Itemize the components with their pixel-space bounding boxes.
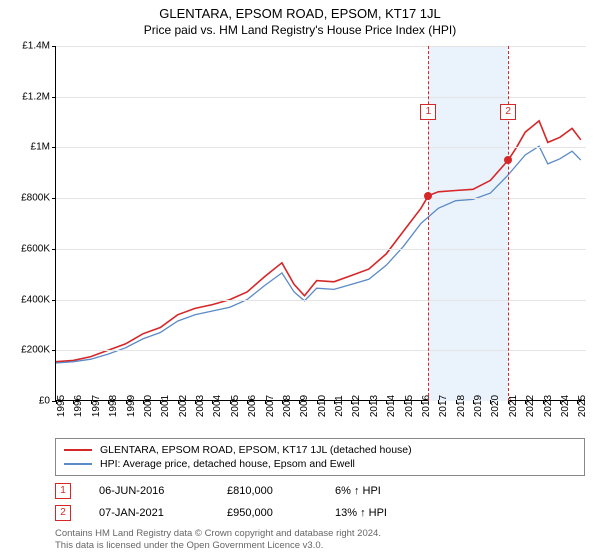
ylabel: £1.4M	[22, 41, 50, 52]
legend-swatch	[64, 463, 92, 465]
sale-marker-box: 1	[420, 104, 436, 120]
series-line	[56, 146, 581, 363]
sale-row: 2 07-JAN-2021 £950,000 13% ↑ HPI	[55, 502, 585, 524]
xlabel: 2010	[317, 395, 328, 417]
xlabel: 2020	[490, 395, 501, 417]
xlabel: 2017	[438, 395, 449, 417]
ylabel: £1.2M	[22, 91, 50, 102]
ytick	[52, 198, 56, 199]
series-line	[56, 121, 581, 362]
ylabel: £200K	[21, 345, 50, 356]
legend-item: GLENTARA, EPSOM ROAD, EPSOM, KT17 1JL (d…	[64, 443, 576, 457]
xlabel: 2005	[230, 395, 241, 417]
sale-price: £810,000	[227, 485, 307, 497]
ylabel: £600K	[21, 243, 50, 254]
xlabel: 2022	[525, 395, 536, 417]
sales-table: 1 06-JUN-2016 £810,000 6% ↑ HPI 2 07-JAN-2021…	[55, 480, 585, 524]
xlabel: 2015	[404, 395, 415, 417]
sale-pct: 6% ↑ HPI	[335, 485, 425, 497]
title-block: GLENTARA, EPSOM ROAD, EPSOM, KT17 1JL Pr…	[0, 0, 600, 37]
gridline-h	[56, 350, 586, 351]
sale-price: £950,000	[227, 507, 307, 519]
xlabel: 2007	[265, 395, 276, 417]
gridline-h	[56, 147, 586, 148]
xlabel: 1999	[126, 395, 137, 417]
xlabel: 2011	[334, 395, 345, 417]
sale-pct: 13% ↑ HPI	[335, 507, 425, 519]
xlabel: 2014	[386, 395, 397, 417]
xlabel: 2019	[473, 395, 484, 417]
sale-row-marker: 2	[55, 505, 71, 521]
gridline-h	[56, 249, 586, 250]
xlabel: 2000	[143, 395, 154, 417]
chart-subtitle: Price paid vs. HM Land Registry's House …	[0, 23, 600, 37]
xlabel: 2025	[577, 395, 588, 417]
xlabel: 2013	[369, 395, 380, 417]
xlabel: 1996	[73, 395, 84, 417]
attribution: Contains HM Land Registry data © Crown c…	[55, 528, 585, 553]
xlabel: 2009	[299, 395, 310, 417]
sale-date: 06-JUN-2016	[99, 485, 199, 497]
sale-dot	[424, 192, 432, 200]
ylabel: £400K	[21, 294, 50, 305]
legend-item: HPI: Average price, detached house, Epso…	[64, 457, 576, 471]
sale-vline	[428, 46, 429, 401]
ylabel: £800K	[21, 193, 50, 204]
ylabel: £0	[39, 396, 50, 407]
gridline-h	[56, 198, 586, 199]
xlabel: 1995	[56, 395, 67, 417]
ytick	[52, 147, 56, 148]
xlabel: 2021	[508, 395, 519, 417]
xlabel: 2004	[212, 395, 223, 417]
plot-region: £0£200K£400K£600K£800K£1M£1.2M£1.4M19951…	[55, 46, 585, 401]
ytick	[52, 249, 56, 250]
xlabel: 1997	[91, 395, 102, 417]
sale-marker-box: 2	[500, 104, 516, 120]
xlabel: 2023	[543, 395, 554, 417]
xlabel: 2008	[282, 395, 293, 417]
sale-date: 07-JAN-2021	[99, 507, 199, 519]
xlabel: 2024	[560, 395, 571, 417]
ytick	[52, 300, 56, 301]
chart-title: GLENTARA, EPSOM ROAD, EPSOM, KT17 1JL	[0, 6, 600, 21]
ytick	[52, 97, 56, 98]
attribution-line-2: This data is licensed under the Open Gov…	[55, 540, 585, 552]
legend-label: HPI: Average price, detached house, Epso…	[100, 458, 355, 470]
gridline-h	[56, 97, 586, 98]
attribution-line-1: Contains HM Land Registry data © Crown c…	[55, 528, 585, 540]
ytick	[52, 46, 56, 47]
gridline-h	[56, 46, 586, 47]
sale-row: 1 06-JUN-2016 £810,000 6% ↑ HPI	[55, 480, 585, 502]
line-series-svg	[56, 46, 586, 401]
xlabel: 2001	[160, 395, 171, 417]
legend: GLENTARA, EPSOM ROAD, EPSOM, KT17 1JL (d…	[55, 438, 585, 476]
xlabel: 1998	[108, 395, 119, 417]
sale-vline	[508, 46, 509, 401]
sale-dot	[504, 156, 512, 164]
sale-row-marker: 1	[55, 483, 71, 499]
chart-area: £0£200K£400K£600K£800K£1M£1.2M£1.4M19951…	[55, 46, 585, 401]
xlabel: 2006	[247, 395, 258, 417]
xlabel: 2012	[351, 395, 362, 417]
ytick	[52, 350, 56, 351]
legend-label: GLENTARA, EPSOM ROAD, EPSOM, KT17 1JL (d…	[100, 444, 412, 456]
xlabel: 2002	[178, 395, 189, 417]
xlabel: 2016	[421, 395, 432, 417]
chart-container: GLENTARA, EPSOM ROAD, EPSOM, KT17 1JL Pr…	[0, 0, 600, 560]
ylabel: £1M	[31, 142, 50, 153]
xlabel: 2018	[456, 395, 467, 417]
gridline-h	[56, 300, 586, 301]
xlabel: 2003	[195, 395, 206, 417]
legend-swatch	[64, 449, 92, 451]
